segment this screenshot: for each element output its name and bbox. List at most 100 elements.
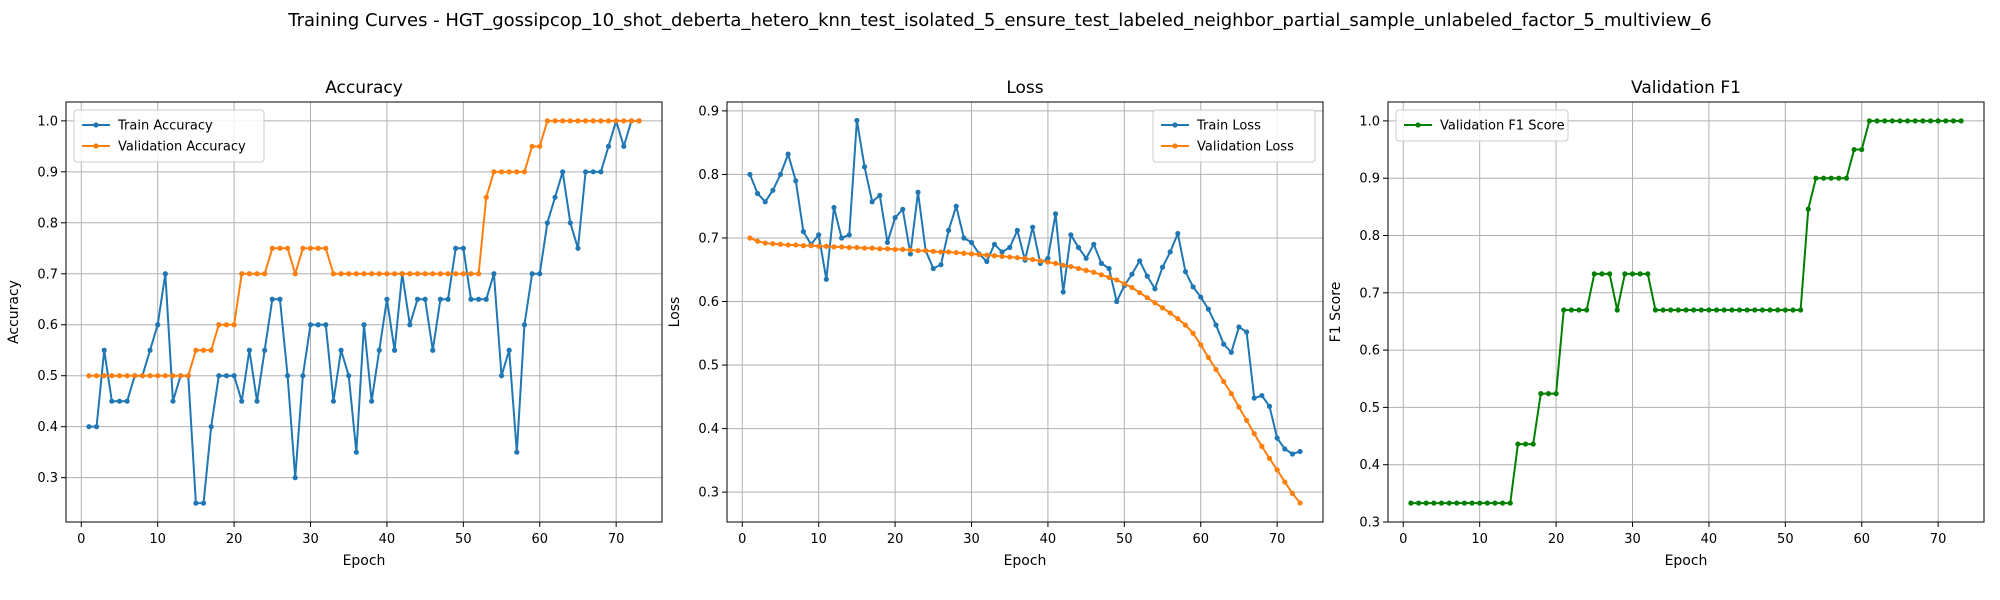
data-point <box>839 244 845 250</box>
data-point <box>560 169 566 175</box>
data-point <box>1927 118 1934 124</box>
data-point <box>945 227 952 233</box>
data-point <box>1167 310 1173 316</box>
data-point <box>369 398 375 404</box>
x-tick-label: 70 <box>1930 532 1947 547</box>
data-point <box>1415 500 1422 506</box>
data-point <box>1266 403 1273 409</box>
x-tick-label: 0 <box>738 532 746 547</box>
data-point <box>338 347 344 353</box>
data-point <box>1568 307 1574 313</box>
y-tick-label: 0.8 <box>1359 229 1380 244</box>
data-point <box>1182 322 1189 328</box>
x-tick-label: 20 <box>887 532 904 547</box>
data-point <box>170 373 176 379</box>
data-point <box>1843 175 1850 181</box>
data-point <box>953 203 959 209</box>
data-point <box>208 424 214 430</box>
data-point <box>1282 446 1288 452</box>
data-point <box>422 271 428 277</box>
data-point <box>1591 271 1597 277</box>
data-point <box>1007 244 1013 251</box>
data-point <box>208 347 214 353</box>
data-point <box>307 322 314 328</box>
legend-box <box>73 109 265 163</box>
data-point <box>1614 307 1620 313</box>
data-point <box>307 245 314 251</box>
data-point <box>1530 441 1536 447</box>
data-point <box>968 239 975 246</box>
data-point <box>598 118 604 124</box>
x-tick-label: 60 <box>531 532 548 547</box>
data-point <box>1431 500 1437 506</box>
legend-box <box>1395 109 1569 142</box>
data-point <box>1075 265 1082 272</box>
data-point <box>1274 435 1280 441</box>
x-tick-label: 0 <box>1399 532 1407 547</box>
data-point <box>1007 254 1013 260</box>
series-validation-loss <box>747 235 1303 506</box>
data-point <box>605 118 612 124</box>
data-point <box>785 151 791 157</box>
data-point <box>1037 258 1043 264</box>
data-point <box>139 373 146 379</box>
data-point <box>506 347 512 353</box>
x-tick-label: 50 <box>1777 532 1794 547</box>
data-point <box>544 118 550 124</box>
data-point <box>1228 391 1234 397</box>
axes-frame <box>726 101 1324 523</box>
data-point <box>1014 227 1020 233</box>
axes-frame <box>1387 101 1985 523</box>
data-point <box>460 271 466 277</box>
x-tick-label: 20 <box>1548 532 1565 547</box>
data-point <box>93 424 100 430</box>
data-point <box>1866 118 1872 124</box>
data-point <box>793 178 799 184</box>
data-point <box>1637 271 1643 277</box>
data-point <box>1713 307 1720 313</box>
data-point <box>1454 500 1460 506</box>
data-point <box>300 373 306 379</box>
data-point <box>1137 258 1143 264</box>
data-point <box>1721 307 1727 313</box>
data-point <box>1622 271 1628 277</box>
data-point <box>1144 295 1150 301</box>
data-point <box>1114 277 1120 283</box>
data-point <box>1083 255 1089 261</box>
data-point <box>762 240 768 246</box>
data-point <box>816 243 822 249</box>
data-point <box>1251 395 1257 401</box>
data-point <box>1660 307 1666 313</box>
data-point <box>999 253 1005 260</box>
data-point <box>1114 298 1120 305</box>
data-point <box>323 322 329 328</box>
panel-title: Validation F1 <box>1631 78 1741 98</box>
data-point <box>468 271 474 277</box>
x-tick-label: 40 <box>1701 532 1718 547</box>
data-point <box>1675 307 1681 313</box>
data-point <box>1106 265 1112 272</box>
data-point <box>823 243 829 249</box>
data-point <box>223 373 230 379</box>
legend-swatch-marker <box>93 143 99 149</box>
y-tick-label: 0.3 <box>37 471 58 486</box>
data-point <box>930 248 936 254</box>
grid-lines <box>727 102 1323 522</box>
data-point <box>1775 307 1781 313</box>
data-point <box>1851 146 1857 153</box>
data-point <box>552 118 558 124</box>
data-point <box>155 322 161 328</box>
data-point <box>575 245 581 251</box>
data-point <box>254 398 260 404</box>
data-point <box>1736 307 1743 313</box>
data-point <box>1274 467 1280 473</box>
data-point <box>1943 118 1949 124</box>
y-tick-label: 0.9 <box>37 165 58 180</box>
data-point <box>900 246 906 253</box>
data-point <box>468 296 474 302</box>
data-point <box>109 373 115 379</box>
data-point <box>1920 118 1926 124</box>
data-point <box>1759 307 1766 313</box>
data-point <box>1629 271 1636 277</box>
data-point <box>414 296 421 302</box>
